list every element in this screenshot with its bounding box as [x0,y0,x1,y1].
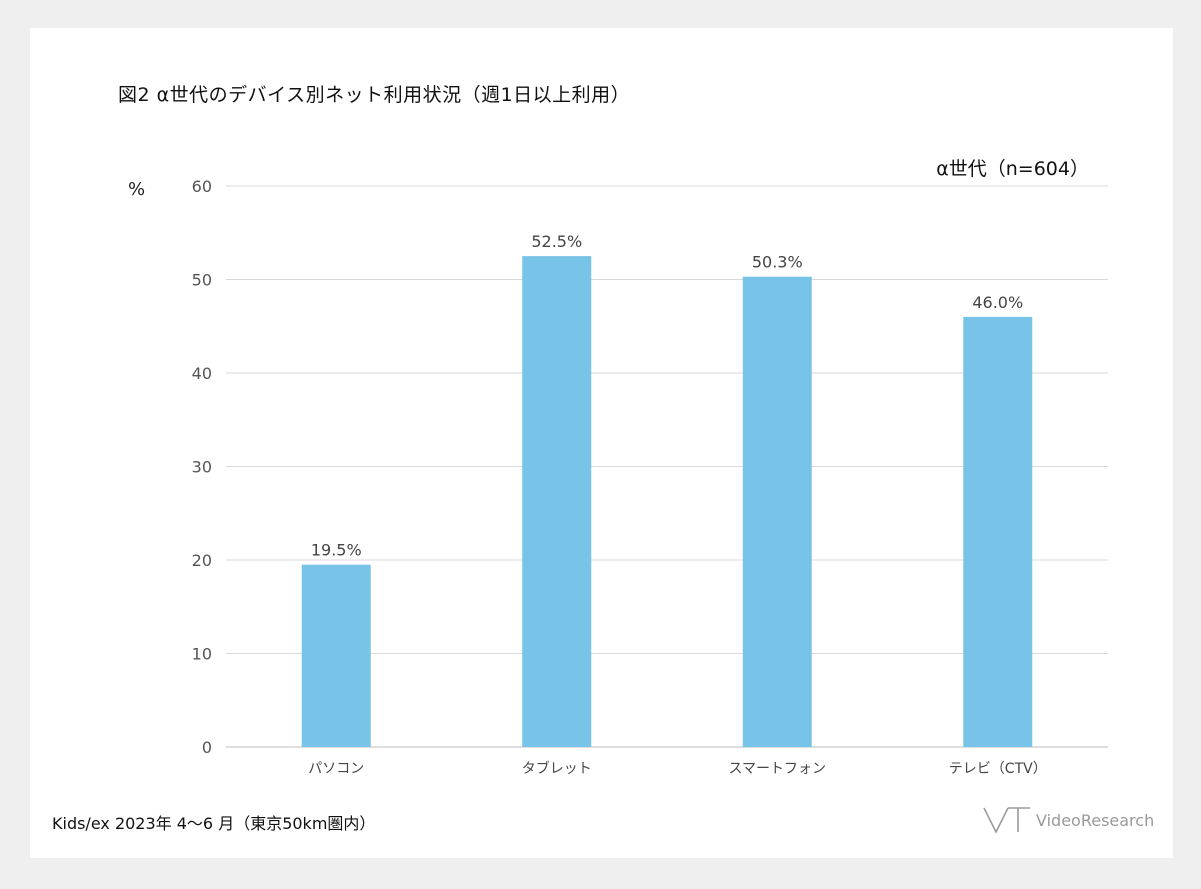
bar [963,316,1033,747]
y-tick-label: 0 [202,738,212,757]
bar [522,256,592,747]
bar [301,564,371,747]
chart-subtitle: α世代（n=604） [936,158,1089,180]
logo-text: VideoResearch [1036,811,1155,830]
source-note: Kids/ex 2023年 4～6 月（東京50km圏内） [52,814,376,833]
y-tick-label: 10 [192,645,212,664]
data-label: 52.5% [531,232,582,251]
category-label: スマートフォン [728,761,826,777]
y-unit-label: % [128,179,146,200]
y-tick-label: 20 [192,551,212,570]
category-label: タブレット [522,760,592,777]
data-label: 46.0% [972,293,1023,312]
video-research-logo: VideoResearch [982,804,1172,836]
chart-title: 図2 α世代のデバイス別ネット利用状況（週1日以上利用） [118,84,631,106]
data-label: 19.5% [311,541,362,560]
logo-mark-icon [983,807,1030,834]
y-tick-label: 50 [192,271,212,290]
y-tick-label: 60 [192,177,212,196]
data-label: 50.3% [752,253,803,272]
y-tick-label: 30 [192,458,212,477]
category-label: パソコン [308,761,364,777]
category-label: テレビ（CTV） [949,761,1047,777]
y-tick-label: 40 [192,364,212,383]
bar [742,276,812,747]
